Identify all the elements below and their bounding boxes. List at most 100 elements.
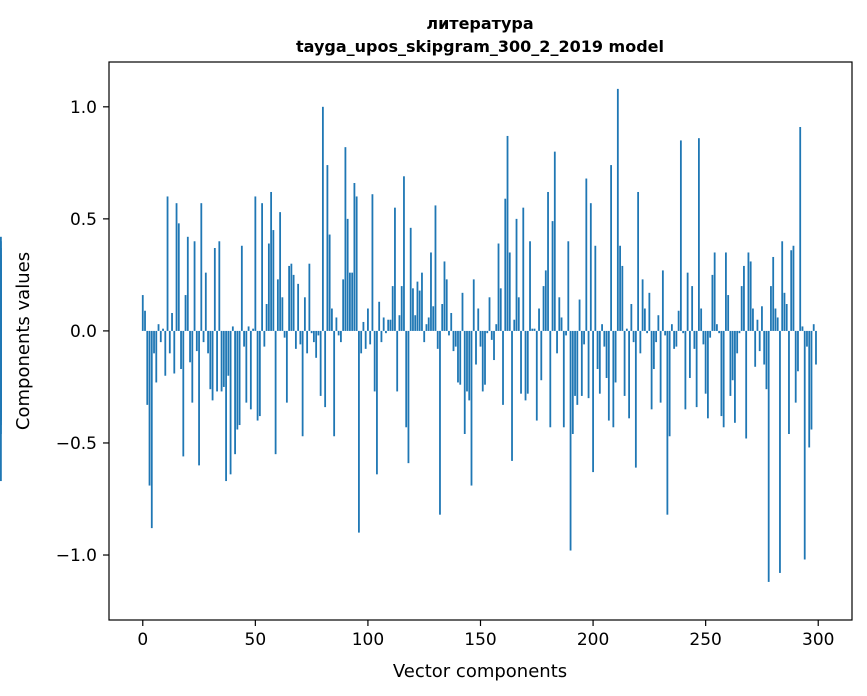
bar (391, 286, 394, 331)
bar (326, 165, 329, 331)
bar (335, 317, 338, 331)
bar (641, 279, 644, 331)
bar (783, 292, 786, 331)
bar (745, 330, 748, 439)
bar (378, 301, 381, 331)
bar (297, 283, 300, 331)
bars-group (0, 88, 817, 582)
bar (486, 330, 489, 334)
bar (625, 328, 628, 331)
bar (373, 330, 376, 392)
bar (364, 330, 367, 349)
bar (403, 176, 405, 331)
bar (466, 330, 468, 392)
bar (648, 292, 651, 331)
bar (718, 330, 721, 334)
bar (211, 330, 214, 401)
y-axis-ticks: −1.0 −0.5 0.0 0.5 1.0 (56, 98, 109, 566)
bar (333, 330, 336, 437)
bar (180, 330, 182, 370)
bar (144, 310, 146, 331)
bar (312, 330, 315, 343)
bar (425, 324, 428, 331)
bar (265, 304, 268, 331)
bar (182, 330, 185, 457)
bar (166, 196, 169, 331)
bar (299, 330, 302, 345)
bar (371, 194, 374, 331)
bar (688, 330, 691, 378)
bar (765, 330, 768, 390)
bar (376, 330, 378, 475)
bar (776, 317, 779, 331)
bar (310, 330, 313, 334)
bar (479, 330, 482, 347)
bar (207, 330, 209, 354)
bar (698, 138, 700, 331)
bar (657, 315, 660, 331)
bar (229, 330, 232, 475)
bar (792, 245, 795, 331)
bar (389, 319, 392, 331)
bar (457, 330, 459, 383)
bar (342, 279, 345, 331)
bar (704, 330, 707, 394)
bar (619, 245, 621, 331)
bar (394, 207, 396, 331)
bar (677, 310, 680, 331)
bar (493, 330, 495, 361)
bar (655, 330, 658, 343)
bar (459, 330, 462, 385)
bar (340, 330, 342, 343)
bar (797, 330, 799, 372)
bar (405, 330, 408, 428)
bar (670, 324, 673, 331)
bar (243, 330, 245, 347)
bar (679, 140, 682, 331)
bar (398, 315, 401, 331)
bar (175, 203, 178, 331)
bar (556, 330, 558, 354)
bar (738, 330, 741, 334)
bar (652, 330, 655, 370)
bar (177, 223, 180, 331)
bar (691, 286, 694, 331)
bar (533, 328, 536, 331)
bar (434, 205, 437, 331)
bar (0, 330, 2, 412)
bar (767, 330, 770, 582)
bar (236, 330, 239, 430)
bar (574, 330, 576, 396)
bar (711, 274, 714, 331)
bar (673, 330, 676, 349)
bar (709, 330, 712, 338)
bar (427, 317, 430, 331)
bar (702, 330, 705, 345)
bar (675, 330, 678, 347)
bar (761, 306, 763, 331)
bar (722, 330, 725, 428)
bar (200, 203, 203, 331)
x-tick-label: 50 (245, 630, 267, 650)
bar (153, 330, 155, 354)
bar (346, 218, 349, 331)
bar (441, 304, 444, 331)
bar (562, 330, 565, 428)
bar (526, 330, 529, 394)
bar (421, 272, 423, 331)
bar (513, 319, 516, 331)
bar (808, 330, 811, 448)
bar (328, 234, 331, 331)
bar (601, 324, 603, 331)
x-tick-label: 100 (352, 630, 384, 650)
bar (623, 330, 626, 396)
bar (358, 330, 360, 533)
bar (191, 330, 194, 403)
bar (263, 330, 266, 347)
bar (668, 330, 671, 437)
y-tick-label: 0.0 (70, 322, 97, 342)
bar (740, 286, 743, 331)
bar (484, 330, 486, 385)
bar (198, 330, 200, 466)
